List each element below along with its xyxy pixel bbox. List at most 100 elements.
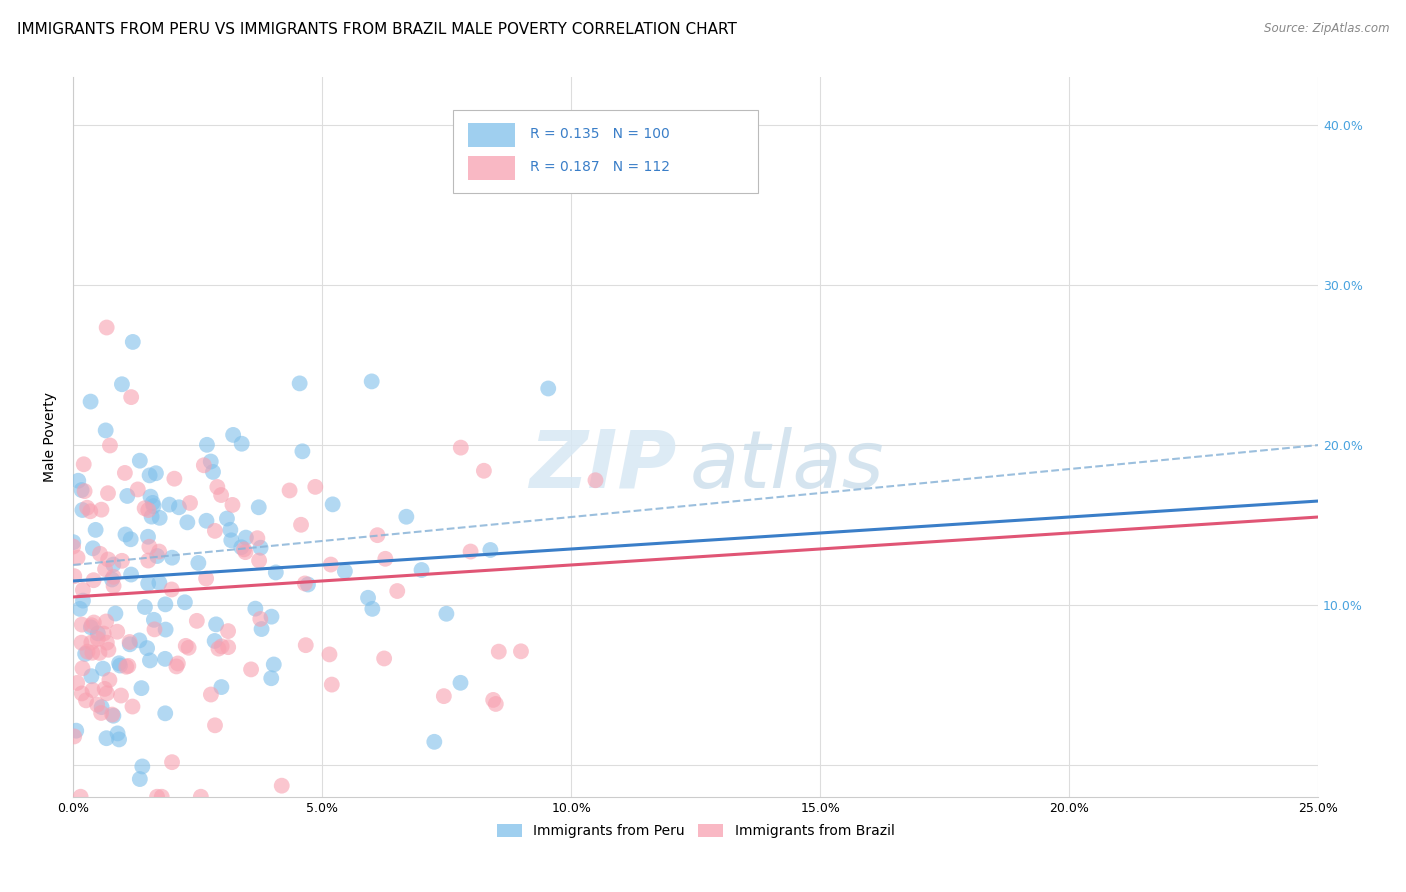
Point <box>70 483 93 497</box>
Point <box>434 607 457 621</box>
Point <box>146 789 169 804</box>
Point <box>70 617 93 632</box>
Point <box>79 504 101 518</box>
Point <box>294 638 316 652</box>
Point <box>83 573 105 587</box>
Point <box>361 602 384 616</box>
Point <box>155 706 177 721</box>
Point <box>97 642 120 657</box>
Point <box>205 617 228 632</box>
Point <box>134 501 156 516</box>
Point <box>204 718 226 732</box>
Point <box>89 547 111 561</box>
Point <box>72 661 94 675</box>
Point <box>217 624 239 639</box>
Point <box>270 779 292 793</box>
Point <box>209 680 232 694</box>
Point <box>131 681 153 695</box>
Point <box>104 607 127 621</box>
Point <box>231 541 253 555</box>
Point <box>160 755 183 769</box>
Point <box>450 441 472 455</box>
Point <box>322 497 344 511</box>
Point <box>128 453 150 467</box>
Point <box>136 553 159 567</box>
Point <box>297 577 319 591</box>
Point <box>260 609 283 624</box>
Point <box>107 726 129 740</box>
Point <box>69 602 91 616</box>
Point <box>136 503 159 517</box>
Y-axis label: Male Poverty: Male Poverty <box>44 392 58 482</box>
Point <box>200 454 222 468</box>
Point <box>72 582 94 597</box>
Point <box>121 334 143 349</box>
Point <box>148 575 170 590</box>
Point <box>80 669 103 683</box>
Point <box>111 554 134 568</box>
Point <box>101 707 124 722</box>
Point <box>233 542 256 557</box>
Point <box>108 657 131 671</box>
Point <box>105 624 128 639</box>
Point <box>264 566 287 580</box>
Point <box>128 772 150 786</box>
Point <box>240 662 263 676</box>
Point <box>290 517 312 532</box>
Point <box>75 647 97 661</box>
Point <box>142 499 165 513</box>
Point <box>79 394 101 409</box>
Point <box>360 375 382 389</box>
Point <box>235 545 257 559</box>
Point <box>179 496 201 510</box>
Point <box>193 458 215 473</box>
Point <box>160 582 183 597</box>
Point <box>155 623 177 637</box>
FancyBboxPatch shape <box>468 156 515 180</box>
Point <box>98 438 121 452</box>
Point <box>200 688 222 702</box>
Point <box>510 644 533 658</box>
Point <box>111 377 134 392</box>
Point <box>249 541 271 555</box>
Point <box>114 527 136 541</box>
Point <box>176 516 198 530</box>
Point <box>585 473 607 487</box>
Point <box>201 465 224 479</box>
Point <box>73 457 96 471</box>
Point <box>479 543 502 558</box>
Point <box>235 531 257 545</box>
Point <box>187 556 209 570</box>
Point <box>94 562 117 576</box>
Point <box>395 509 418 524</box>
Point <box>138 540 160 554</box>
Point <box>247 553 270 567</box>
Point <box>110 689 132 703</box>
Point <box>250 622 273 636</box>
Point <box>222 428 245 442</box>
Point <box>246 531 269 545</box>
Point <box>139 490 162 504</box>
Point <box>97 486 120 500</box>
Point <box>319 558 342 572</box>
Point <box>278 483 301 498</box>
Point <box>90 502 112 516</box>
Point <box>103 558 125 572</box>
Point <box>84 523 107 537</box>
Point <box>138 468 160 483</box>
Point <box>93 626 115 640</box>
Point <box>174 639 197 653</box>
Point <box>155 598 177 612</box>
Point <box>482 693 505 707</box>
Point <box>160 550 183 565</box>
Point <box>83 615 105 630</box>
Point <box>215 511 238 525</box>
Point <box>80 635 103 649</box>
Point <box>98 673 121 687</box>
Point <box>211 640 233 654</box>
Point <box>80 618 103 632</box>
Point <box>195 572 218 586</box>
Point <box>96 320 118 334</box>
Point <box>149 511 172 525</box>
Point <box>75 693 97 707</box>
